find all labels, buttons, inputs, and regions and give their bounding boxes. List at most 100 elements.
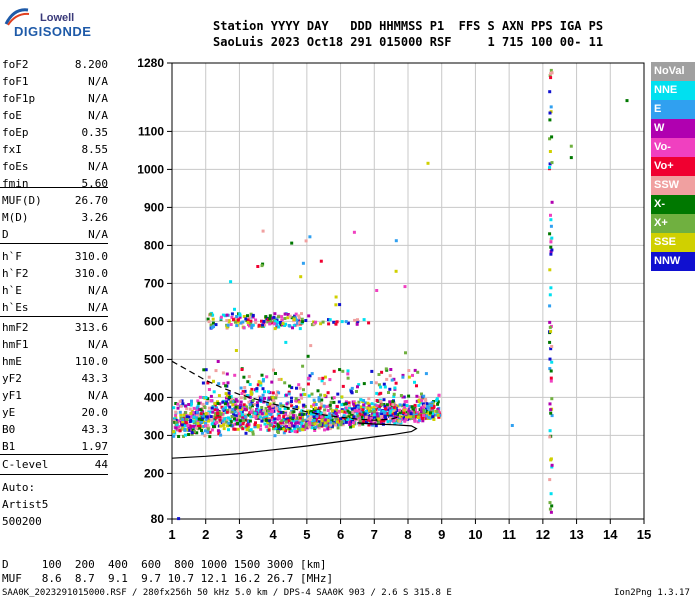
echo-point [367,404,371,408]
legend-item-vo-minus: Vo- [651,138,695,157]
echo-point [360,409,364,413]
echo-point [426,406,430,410]
echo-point [298,386,302,390]
echo-point [242,315,246,318]
echo-point [307,421,311,425]
echo-point [395,415,399,419]
echo-point [188,420,192,423]
echo-point [384,409,388,413]
echo-point [249,428,253,432]
echo-point [191,428,195,432]
echo-point [420,392,423,396]
echo-point [365,420,368,424]
echo-point [246,321,250,324]
echo-point [290,429,294,433]
param-value: 5.60 [81,177,109,190]
echo-point [200,418,204,421]
echo-point [245,428,249,432]
echo-point [262,410,266,413]
echo-point [400,417,404,421]
echo-point [202,420,206,424]
echo-point [281,420,285,424]
echo-point [364,405,367,409]
legend-item-w: W [651,119,695,138]
echo-point [191,413,195,417]
echo-point [314,425,318,429]
echo-point [191,419,195,423]
echo-point [270,396,274,400]
echo-point [314,409,318,413]
echo-point [261,417,265,420]
echo-point [297,400,301,404]
echo-point [310,412,313,416]
echo-point [303,393,307,396]
echo-point [292,410,296,414]
echo-point [398,408,402,412]
echo-point [319,393,323,397]
echo-point [254,321,258,325]
echo-point [549,105,553,109]
echo-point [550,504,554,508]
echo-point [394,239,398,243]
echo-point [346,321,350,325]
param-label: hmF1 [2,338,29,351]
echo-point [195,416,199,420]
param-value: N/A [88,284,108,297]
echo-point [202,368,206,372]
echo-point [219,424,223,428]
echo-point [340,395,344,399]
echo-point [260,319,263,323]
echo-point [369,409,373,413]
echo-point [388,387,392,391]
echo-point [336,426,340,430]
echo-point [232,427,236,431]
echo-point [207,375,211,379]
x-tick-label: 14 [603,527,618,542]
echo-point [282,431,286,435]
echo-point [306,409,309,413]
footer-muf-row: MUF 8.6 8.7 9.1 9.7 10.7 12.1 16.2 26.7 … [2,572,334,585]
echo-point [240,407,244,411]
echo-point [399,415,403,419]
echo-point [193,424,197,428]
echo-point [392,417,396,421]
echo-point [233,373,237,377]
auto-line: Auto: [2,481,36,494]
echo-point [188,407,192,411]
echo-point [367,423,371,427]
echo-point [281,410,285,414]
echo-point [254,421,257,425]
echo-point [320,398,324,402]
echo-point [328,378,332,382]
echo-point [361,422,365,426]
echo-point [364,401,368,405]
echo-point [375,412,379,416]
x-tick-label: 1 [168,527,175,542]
echo-point [249,322,253,326]
echo-point [234,414,238,418]
echo-point [256,265,260,268]
echo-point [224,384,228,388]
echo-point [274,319,278,323]
echo-point [187,403,191,406]
echo-point [278,407,282,411]
echo-point [246,314,249,318]
echo-point [319,413,323,417]
echo-point [293,421,297,425]
echo-point [301,416,305,420]
echo-point [249,400,252,404]
echo-point [298,428,302,432]
echo-point [232,413,236,417]
echo-point [310,372,314,376]
echo-point [323,412,327,416]
echo-point [248,315,252,319]
echo-point [344,320,348,324]
echo-point [314,403,318,406]
echo-point [391,408,394,412]
echo-point [389,409,393,413]
echo-point [307,425,311,429]
echo-point [268,423,272,427]
echo-point [230,415,234,418]
echo-point [288,430,292,433]
echo-point [348,411,352,415]
